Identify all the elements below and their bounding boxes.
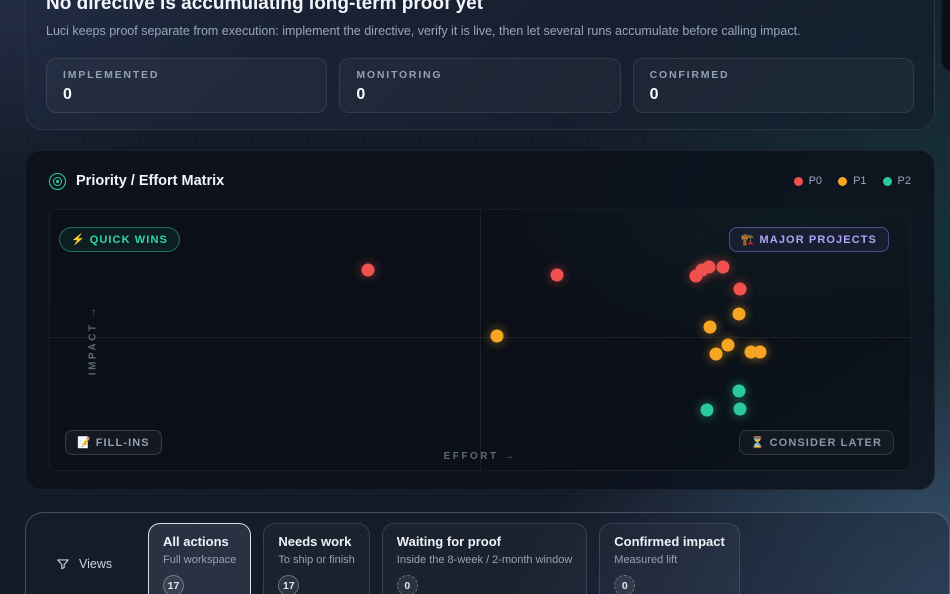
tab-count-badge: 0 xyxy=(396,575,418,594)
quadrant-vertical-gridline xyxy=(480,210,481,470)
tab-subtitle: To ship or finish xyxy=(278,554,355,566)
priority-effort-matrix-card: Priority / Effort Matrix P0 P1 P2 ⚡ QUIC… xyxy=(25,150,935,490)
stat-card-implemented: IMPLEMENTED 0 xyxy=(46,58,328,113)
stat-value: 0 xyxy=(356,86,366,103)
scatter-point-p1[interactable] xyxy=(721,338,735,352)
legend-label: P1 xyxy=(853,175,867,187)
views-panel: Views All actions Full workspace 17 Need… xyxy=(25,512,950,594)
legend-dot-p1 xyxy=(838,176,848,186)
legend-item-p0: P0 xyxy=(793,175,823,187)
impact-axis-label: IMPACT → xyxy=(87,304,99,376)
scatter-point-p2[interactable] xyxy=(700,403,714,417)
quadrant-label: QUICK WINS xyxy=(89,233,168,246)
views-label: Views xyxy=(79,557,113,571)
hourglass-icon: ⏳ xyxy=(750,437,765,449)
legend-item-p1: P1 xyxy=(838,175,867,187)
tab-subtitle: Measured lift xyxy=(614,554,678,566)
legend-label: P2 xyxy=(897,175,911,187)
tab-title: Confirmed impact xyxy=(614,534,725,549)
tab-subtitle: Full workspace xyxy=(163,554,237,566)
legend-dot-p2 xyxy=(882,176,892,186)
tab-title: Needs work xyxy=(278,534,352,549)
tab-subtitle: Inside the 8-week / 2-month window xyxy=(396,554,573,566)
tab-title: Waiting for proof xyxy=(396,534,502,549)
stat-label: MONITORING xyxy=(356,69,443,81)
quadrant-label: CONSIDER LATER xyxy=(769,436,882,449)
page-title: No directive is accumulating long-term p… xyxy=(46,0,484,14)
matrix-title: Priority / Effort Matrix xyxy=(76,173,225,189)
stat-value: 0 xyxy=(63,86,72,103)
view-tabs-row: All actions Full workspace 17 Needs work… xyxy=(148,523,740,594)
crane-icon: 🏗️ xyxy=(740,234,755,246)
filter-icon xyxy=(57,559,69,570)
stat-card-confirmed: CONFIRMED 0 xyxy=(632,58,914,113)
scatter-point-p1[interactable] xyxy=(753,345,767,359)
quadrant-badge-major-projects: 🏗️ MAJOR PROJECTS xyxy=(728,227,889,252)
scatter-point-p2[interactable] xyxy=(733,402,747,416)
quadrant-badge-consider-later: ⏳ CONSIDER LATER xyxy=(738,430,894,455)
quadrant-label: MAJOR PROJECTS xyxy=(759,233,877,246)
scatter-point-p1[interactable] xyxy=(490,329,504,343)
scatter-point-p0[interactable] xyxy=(702,260,716,274)
quadrant-badge-quick-wins: ⚡ QUICK WINS xyxy=(59,227,180,252)
scatter-point-p0[interactable] xyxy=(733,282,747,296)
quadrant-label: FILL-INS xyxy=(95,436,150,449)
view-tab-waiting-for-proof[interactable]: Waiting for proof Inside the 8-week / 2-… xyxy=(381,523,588,594)
stat-value: 0 xyxy=(649,86,659,103)
quadrant-horizontal-gridline xyxy=(50,336,910,338)
stat-card-monitoring: MONITORING 0 xyxy=(339,58,621,113)
tab-count-badge: 0 xyxy=(614,575,636,594)
scatter-point-p0[interactable] xyxy=(716,260,730,274)
tab-count-badge: 17 xyxy=(278,575,300,594)
scatter-point-p2[interactable] xyxy=(732,384,746,398)
scatter-point-p1[interactable] xyxy=(703,320,717,334)
legend-dot-p0 xyxy=(793,176,803,186)
page-subtitle: Luci keeps proof separate from execution… xyxy=(46,24,801,38)
tab-title: All actions xyxy=(163,534,229,549)
legend-item-p2: P2 xyxy=(882,175,911,187)
quadrant-badge-fill-ins: 📝 FILL-INS xyxy=(65,430,162,455)
scatter-point-p0[interactable] xyxy=(361,263,375,277)
proof-stats-row: IMPLEMENTED 0 MONITORING 0 CONFIRMED 0 xyxy=(46,58,914,113)
tab-count-badge: 17 xyxy=(163,575,184,594)
memo-icon: 📝 xyxy=(77,437,91,449)
scatter-point-p1[interactable] xyxy=(709,347,723,361)
proof-summary-card: No directive is accumulating long-term p… xyxy=(25,0,935,130)
view-tab-all-actions[interactable]: All actions Full workspace 17 xyxy=(148,523,252,594)
matrix-legend: P0 P1 P2 xyxy=(793,175,911,187)
offscreen-card-edge xyxy=(941,0,950,72)
scatter-point-p0[interactable] xyxy=(550,268,564,282)
view-tab-needs-work[interactable]: Needs work To ship or finish 17 xyxy=(263,523,370,594)
views-label-wrap: Views xyxy=(56,557,132,571)
effort-axis-label: EFFORT → xyxy=(443,451,517,462)
stat-label: CONFIRMED xyxy=(649,69,730,81)
target-icon xyxy=(49,172,66,190)
stat-label: IMPLEMENTED xyxy=(63,69,160,81)
matrix-header: Priority / Effort Matrix P0 P1 P2 xyxy=(49,169,911,193)
scatter-point-p1[interactable] xyxy=(732,307,746,321)
legend-label: P0 xyxy=(808,175,823,187)
scatter-plot-area: ⚡ QUICK WINS 🏗️ MAJOR PROJECTS 📝 FILL-IN… xyxy=(49,209,911,471)
view-tab-confirmed-impact[interactable]: Confirmed impact Measured lift 0 xyxy=(599,523,740,594)
lightning-icon: ⚡ xyxy=(71,234,85,246)
